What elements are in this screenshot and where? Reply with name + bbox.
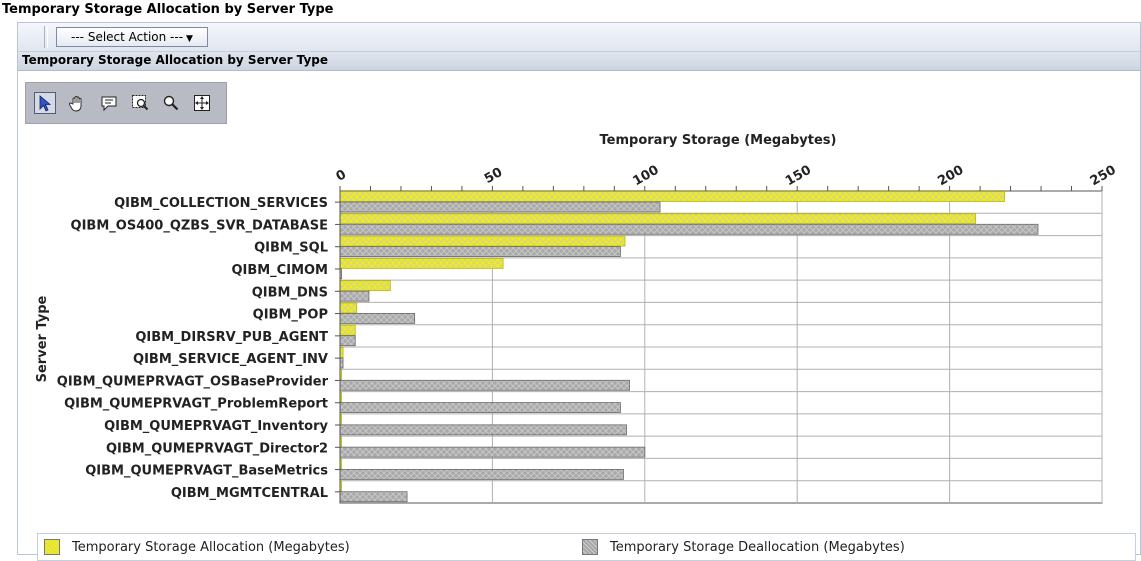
x-axis-title: Temporary Storage (Megabytes) [600,133,837,148]
bar-deallocation [339,246,621,257]
report-panel: --- Select Action --- ▼ Temporary Storage… [17,22,1141,561]
select-action-label: --- Select Action --- [71,30,184,44]
x-tick-label: 0 [334,167,349,185]
section-header: Temporary Storage Allocation by Server T… [18,52,1140,71]
crosshair-move-icon [194,95,210,111]
dropdown-arrow-icon: ▼ [186,34,193,44]
bar-allocation [339,191,1005,202]
bar-deallocation [339,290,370,302]
bar-deallocation [339,446,646,458]
bar-deallocation [339,201,661,213]
bar-allocation [339,213,976,225]
y-category-label: QIBM_SERVICE_AGENT_INV [133,352,328,367]
chart-legend: Temporary Storage Allocation (Megabytes)… [37,533,1136,561]
x-tick-label: 150 [783,163,814,190]
legend-label-deallocation: Temporary Storage Deallocation (Megabyte… [610,539,905,555]
bar-deallocation [339,313,416,324]
y-category-label: QIBM_QUMEPRVAGT_BaseMetrics [85,464,328,479]
toolbar-separator [44,26,48,48]
select-action-dropdown[interactable]: --- Select Action --- ▼ [56,27,208,47]
y-category-label: QIBM_SQL [254,241,328,256]
y-category-label: QIBM_POP [253,308,328,323]
y-category-label: QIBM_CIMOM [231,263,328,278]
x-tick-label: 200 [935,163,966,190]
y-category-label: QIBM_QUMEPRVAGT_ProblemReport [64,397,328,412]
bar-allocation [339,302,358,314]
annotate-tool-button[interactable] [98,92,120,114]
y-category-label: QIBM_COLLECTION_SERVICES [114,196,328,211]
x-tick-label: 50 [482,165,505,187]
pan-tool-button[interactable] [66,92,88,114]
y-category-label: QIBM_DNS [252,285,328,300]
y-category-label: QIBM_QUMEPRVAGT_OSBaseProvider [57,374,329,389]
move-tool-button[interactable] [191,92,213,114]
bar-chart: 0 50 100 150 200 250 QIBM_COLLECTION_SERVICES Q… [35,133,1119,504]
section-title: Temporary Storage Allocation by Server T… [22,53,328,67]
bar-deallocation [339,335,356,347]
action-toolbar: --- Select Action --- ▼ [18,23,1140,52]
y-category-label: QIBM_MGMTCENTRAL [171,486,328,501]
bar-deallocation [339,223,1039,235]
pointer-tool-button[interactable] [34,92,56,114]
y-category-label: QIBM_OS400_QZBS_SVR_DATABASE [71,218,328,233]
zoom-box-icon [132,95,149,111]
bar-allocation [339,235,626,247]
chart-tool-palette [25,82,227,124]
bar-allocation [339,280,391,292]
pointer-icon [39,95,52,112]
y-category-label: QIBM_QUMEPRVAGT_Inventory [104,419,328,434]
x-tick-label: 100 [631,163,662,190]
x-tick-label: 250 [1088,163,1119,190]
bar-deallocation [339,469,624,480]
zoom-box-tool-button[interactable] [129,92,151,114]
bar-allocation [339,257,504,269]
legend-swatch-deallocation [582,539,598,555]
legend-swatch-allocation [44,539,60,555]
hand-pan-icon [68,96,82,112]
bar-deallocation [339,379,630,391]
bar-allocation [339,324,356,336]
zoom-tool-button[interactable] [160,92,182,114]
legend-item-deallocation: Temporary Storage Deallocation (Megabyte… [582,534,905,560]
bar-deallocation [339,424,627,436]
speech-bubble-icon [101,96,117,112]
y-axis-title: Server Type [35,295,50,382]
y-category-label: QIBM_QUMEPRVAGT_Director2 [106,441,328,456]
legend-item-allocation: Temporary Storage Allocation (Megabytes) [44,534,350,560]
page-title: Temporary Storage Allocation by Server T… [2,2,334,17]
legend-label-allocation: Temporary Storage Allocation (Megabytes) [72,539,350,555]
y-category-label: QIBM_DIRSRV_PUB_AGENT [135,330,328,345]
magnifier-icon [163,95,179,111]
bar-deallocation [339,402,621,413]
bar-deallocation [339,491,408,503]
